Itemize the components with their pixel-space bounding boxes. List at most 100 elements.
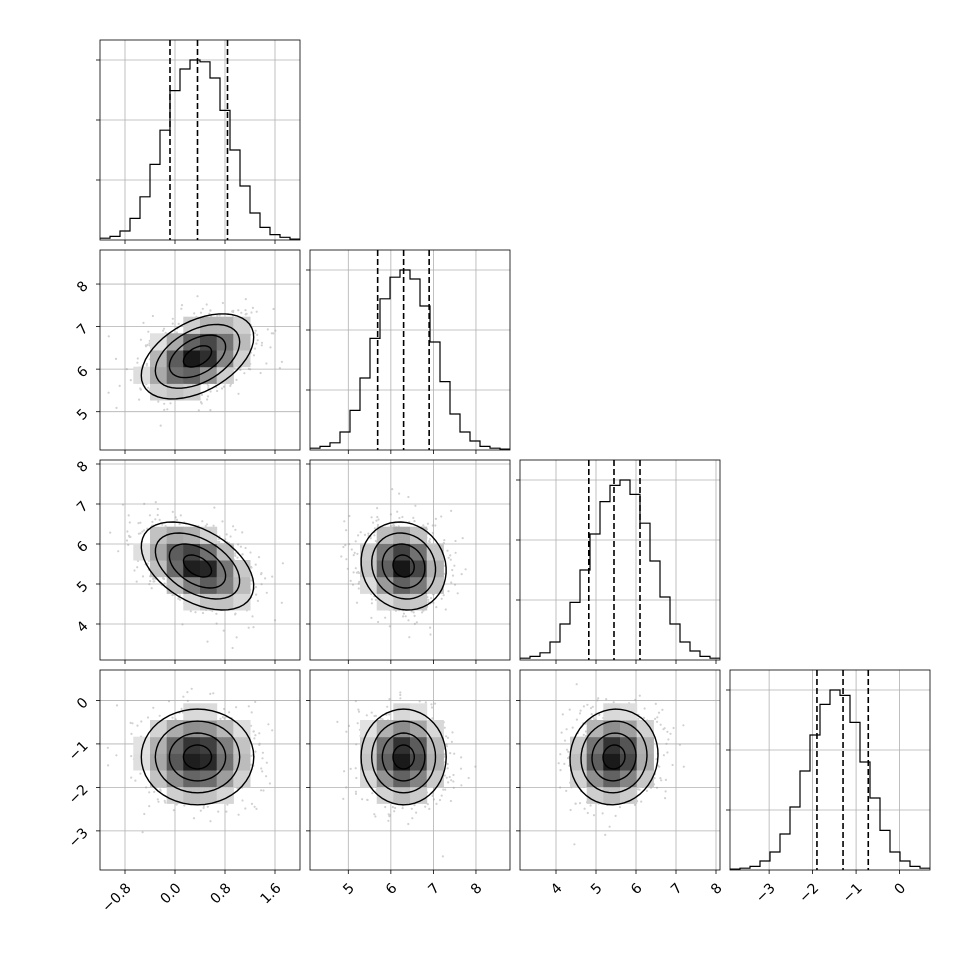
sample-dot [137, 522, 140, 525]
sample-dot [428, 540, 431, 543]
sample-dot [207, 384, 210, 387]
sample-dot [236, 786, 239, 790]
sample-dot [450, 581, 453, 584]
sample-dot [461, 537, 464, 540]
sample-dot [255, 593, 258, 596]
sample-dot [351, 583, 355, 586]
sample-dot [345, 558, 348, 561]
sample-dot [393, 524, 396, 528]
sample-dot [136, 361, 139, 364]
density-cell [150, 383, 168, 401]
sample-dot [355, 571, 358, 574]
sample-dot [432, 532, 435, 535]
sample-dot [356, 722, 359, 725]
sample-dot [357, 587, 360, 590]
density-cell [376, 593, 394, 611]
sample-dot [424, 805, 427, 808]
sample-dot [272, 332, 275, 335]
sample-dot [252, 354, 256, 357]
sample-dot [144, 345, 148, 348]
sample-dot [373, 534, 376, 537]
contour-level-3 [140, 521, 255, 611]
density-cell [410, 720, 428, 738]
sample-dot [118, 384, 121, 387]
sample-dot [130, 776, 133, 779]
sample-dot [452, 773, 455, 777]
sample-dot [663, 727, 666, 730]
sample-dot [357, 710, 361, 713]
sample-dot [136, 357, 139, 360]
sample-dot [261, 770, 264, 773]
sample-dot [237, 813, 240, 816]
sample-dot [201, 611, 205, 615]
sample-dot [148, 583, 151, 586]
sample-dot [205, 303, 208, 306]
sample-dot [148, 805, 151, 808]
sample-dot [231, 646, 234, 650]
sample-dot [357, 708, 360, 711]
sample-dot [447, 590, 450, 593]
sample-dot [454, 539, 457, 543]
sample-dot [226, 803, 229, 806]
sample-dot [145, 364, 148, 367]
sample-dot [215, 612, 218, 615]
sample-dot [107, 335, 110, 338]
sample-dot [369, 537, 372, 540]
sample-dot [162, 329, 165, 332]
sample-dot [260, 767, 263, 770]
sample-dot [206, 395, 210, 398]
density-cell [200, 753, 218, 771]
sample-dot [460, 784, 463, 787]
sample-dot [244, 313, 247, 316]
density-cell [200, 576, 218, 594]
sample-dot [171, 716, 174, 719]
sample-dot [374, 815, 377, 818]
sample-dot [440, 597, 443, 600]
density-cell [216, 593, 234, 611]
sample-dot [196, 295, 199, 298]
sample-dot [348, 543, 351, 546]
sample-dot [199, 311, 203, 314]
sample-dot [565, 728, 568, 731]
contour-level-1 [168, 732, 227, 782]
sample-dot [394, 806, 397, 810]
sample-dot [209, 692, 212, 696]
sample-dot [200, 402, 203, 405]
density-cell [426, 736, 444, 754]
sample-dot [355, 601, 359, 604]
density-cell [183, 316, 201, 334]
sample-dot [179, 598, 182, 601]
sample-dot [137, 532, 140, 535]
sample-dot [381, 718, 384, 721]
sample-dot [223, 717, 226, 720]
sample-dot [128, 535, 131, 539]
hist-panel-p3 [726, 669, 931, 874]
sample-dot [392, 524, 395, 527]
sample-dot [215, 622, 218, 625]
sample-dot [435, 606, 438, 609]
sample-dot [575, 718, 579, 721]
sample-dot [372, 521, 375, 524]
sample-dot [376, 507, 379, 510]
density-cell [233, 593, 251, 611]
sample-dot [153, 580, 156, 583]
density-cell [216, 366, 234, 384]
sample-dot [345, 529, 348, 532]
panel-content [520, 670, 720, 870]
sample-dot [260, 572, 263, 575]
sample-dot [224, 538, 227, 541]
density-cell [376, 753, 394, 771]
sample-dot [357, 534, 360, 537]
panel-content [310, 670, 510, 870]
sample-dot [447, 781, 450, 784]
panel-frame [309, 249, 511, 451]
sample-dot [272, 307, 275, 311]
density-cell [166, 770, 184, 788]
panel-frame [309, 459, 511, 661]
hist-step-line [100, 59, 300, 240]
sample-dot [225, 533, 228, 536]
sample-dot [451, 731, 454, 734]
sample-dot [139, 772, 142, 775]
hist-step-line [310, 269, 510, 450]
